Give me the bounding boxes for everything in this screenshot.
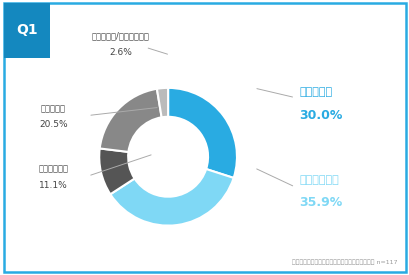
Text: 大学の学内試験を紙ではなく、
オンラインで受験したことがありますか。: 大学の学内試験を紙ではなく、 オンラインで受験したことがありますか。 — [58, 15, 177, 40]
Text: Q1: Q1 — [16, 23, 38, 37]
Text: 一度もない: 一度もない — [41, 104, 65, 113]
Text: 30.0%: 30.0% — [299, 109, 342, 122]
Wedge shape — [168, 88, 236, 178]
Text: 11.1%: 11.1% — [39, 181, 67, 190]
Wedge shape — [157, 88, 168, 117]
Wedge shape — [99, 148, 134, 194]
Text: 一度だけある: 一度だけある — [38, 165, 68, 174]
Text: 35.9%: 35.9% — [299, 196, 342, 209]
Text: 2.6%: 2.6% — [109, 48, 132, 57]
Text: わからない/答えられない: わからない/答えられない — [92, 31, 150, 40]
Text: 数回程度ある: 数回程度ある — [299, 175, 338, 185]
Wedge shape — [99, 89, 161, 152]
Text: （対象者）大学生の学内試験に関する実態調査｜ n=117: （対象者）大学生の学内試験に関する実態調査｜ n=117 — [292, 260, 397, 265]
Wedge shape — [110, 169, 233, 226]
Text: 20.5%: 20.5% — [39, 120, 67, 129]
Text: 何度もある: 何度もある — [299, 87, 332, 97]
FancyBboxPatch shape — [4, 3, 50, 58]
